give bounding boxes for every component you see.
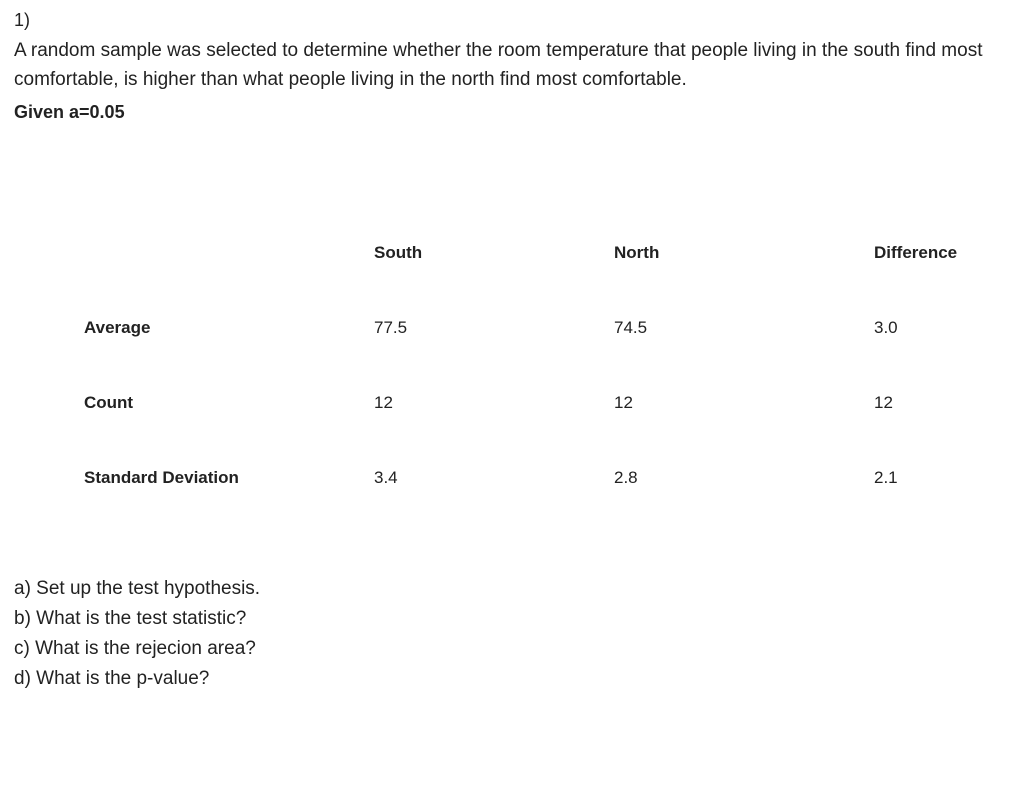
subquestion-c: c) What is the rejecion area? [14, 638, 1010, 660]
header-difference: Difference [874, 243, 984, 318]
table-row: Count 12 12 12 [84, 393, 984, 468]
given-alpha: Given a=0.05 [14, 102, 1010, 123]
question-prompt: A random sample was selected to determin… [14, 37, 1010, 94]
header-south: South [374, 243, 614, 318]
cell-value: 3.4 [374, 468, 614, 488]
cell-value: 12 [874, 393, 984, 468]
subquestions: a) Set up the test hypothesis. b) What i… [14, 578, 1010, 690]
data-table: South North Difference Average 77.5 74.5… [84, 243, 984, 488]
subquestion-d: d) What is the p-value? [14, 668, 1010, 690]
header-north: North [614, 243, 874, 318]
cell-value: 77.5 [374, 318, 614, 393]
header-blank [84, 243, 374, 318]
cell-value: 12 [374, 393, 614, 468]
question-number: 1) [14, 10, 1010, 31]
table-row: Standard Deviation 3.4 2.8 2.1 [84, 468, 984, 488]
row-label-stddev: Standard Deviation [84, 468, 374, 488]
row-label-average: Average [84, 318, 374, 393]
subquestion-a: a) Set up the test hypothesis. [14, 578, 1010, 600]
cell-value: 2.8 [614, 468, 874, 488]
row-label-count: Count [84, 393, 374, 468]
cell-value: 74.5 [614, 318, 874, 393]
table-row: Average 77.5 74.5 3.0 [84, 318, 984, 393]
table-header-row: South North Difference [84, 243, 984, 318]
subquestion-b: b) What is the test statistic? [14, 608, 1010, 630]
cell-value: 2.1 [874, 468, 984, 488]
cell-value: 12 [614, 393, 874, 468]
cell-value: 3.0 [874, 318, 984, 393]
